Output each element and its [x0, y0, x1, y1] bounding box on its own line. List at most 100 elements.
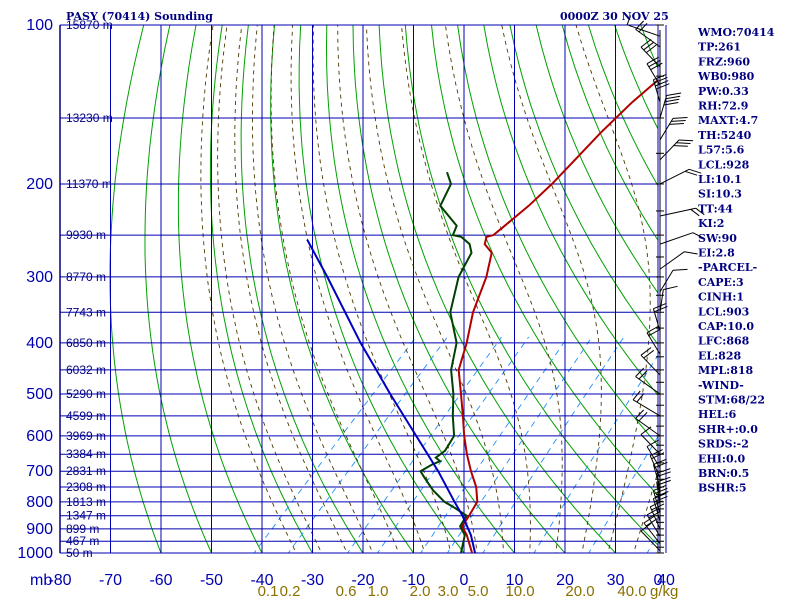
wind-barb-flag — [635, 367, 645, 377]
temperature-tick-label: 20 — [556, 572, 574, 589]
height-label: 467 m — [66, 534, 99, 548]
mixing-ratio-label: 1.0 — [368, 583, 389, 600]
pressure-tick-label: 700 — [26, 463, 53, 480]
mixing-ratio-line — [376, 336, 530, 553]
dry-adiabat — [561, 25, 658, 242]
pressure-tick-label: 400 — [26, 335, 53, 352]
series-layer — [306, 78, 658, 553]
wind-barb-staff — [659, 207, 696, 217]
wind-barb-staff — [659, 270, 674, 292]
wind-barb-staff — [640, 46, 661, 68]
mixing-ratio-label: 5.0 — [468, 583, 489, 600]
wind-barb-flag — [663, 285, 678, 291]
valid-time: 0000Z 30 NOV 25 — [560, 10, 669, 23]
height-label: 2831 m — [66, 464, 106, 478]
wind-barb-staff — [652, 498, 661, 522]
index-value: RH:72.9 — [698, 100, 748, 113]
index-value: TT:44 — [698, 202, 733, 215]
wind-barb-flag — [672, 268, 688, 271]
wind-barb-flag — [626, 15, 632, 25]
wind-barb-staff — [643, 522, 661, 544]
moist-adiabat — [200, 25, 297, 553]
pressure-tick-label: 1000 — [17, 545, 53, 562]
moist-adiabat — [501, 25, 602, 553]
mixing-ratio-label: 40.0 — [617, 583, 646, 600]
wind-barb-flag — [643, 41, 655, 51]
moist-adiabat — [312, 25, 452, 553]
wind-barb-flag — [690, 208, 700, 217]
height-label: 1347 m — [66, 509, 106, 523]
height-label: 5290 m — [66, 387, 106, 401]
height-label: 2308 m — [66, 480, 106, 494]
mixing-ratio-label: 0.2 — [280, 583, 301, 600]
wind-barb-staff — [632, 399, 661, 417]
wind-barb — [659, 251, 698, 270]
wind-barb-staff — [649, 455, 661, 478]
wind-barb-staff — [635, 376, 661, 395]
moist-adiabat — [234, 25, 348, 553]
index-value: TP:261 — [698, 41, 741, 54]
wind-barb-staff — [635, 28, 661, 48]
wind-barb — [649, 500, 665, 530]
chart-title: PASY (70414) Sounding — [66, 10, 213, 23]
wind-barb-flag — [656, 468, 671, 474]
wind-barb-staff — [626, 24, 661, 37]
wind-barb — [659, 92, 682, 119]
wind-barb-flag — [636, 392, 645, 403]
wind-barb-staff — [652, 464, 661, 488]
wind-barb — [640, 39, 661, 68]
pressure-tick-label: 500 — [26, 386, 53, 403]
mixing-ratio-label: 0.6 — [336, 583, 357, 600]
dry-adiabat — [298, 25, 465, 553]
wind-barb — [659, 232, 704, 245]
wind-barb-staff — [646, 332, 661, 355]
height-label: 50 m — [66, 546, 93, 560]
wind-barb-staff — [659, 118, 674, 141]
wind-barb-staff — [640, 434, 661, 455]
mixing-ratio-line — [482, 336, 625, 553]
wind-barb-flag — [638, 412, 648, 422]
wind-barb — [646, 56, 663, 86]
height-labels: 15870 m 13230 m 11370 m 9930 m 8770 m 7743 m 6… — [66, 18, 113, 560]
moist-adiabat — [575, 25, 651, 553]
wind-barb-staff — [635, 417, 661, 437]
temperature-tick-label: -30 — [301, 572, 324, 589]
mixing-ratio-line — [253, 336, 417, 553]
wind-barb-flag — [676, 142, 691, 144]
dry-adiabat — [457, 25, 658, 447]
dry-adiabat — [509, 25, 658, 346]
wind-barb-flag — [632, 390, 641, 401]
wind-barb-flag — [672, 117, 688, 119]
mixing-ratio-label: g/kg — [650, 583, 678, 600]
wind-barb — [640, 522, 661, 552]
dry-adiabat — [587, 25, 658, 187]
index-value: WMO:70414 — [697, 26, 775, 39]
moist-adiabat — [365, 25, 504, 553]
wind-barbs — [626, 15, 705, 554]
wind-barb-flag — [665, 95, 681, 100]
index-value: MAXT:4.7 — [698, 114, 758, 127]
wind-barb-flag — [671, 120, 686, 122]
wind-barb-flag — [649, 500, 663, 508]
wind-barb-flag — [655, 491, 669, 498]
pressure-tick-label: 800 — [26, 494, 53, 511]
wind-barb-staff — [659, 232, 694, 245]
moist-adiabat — [217, 25, 323, 553]
moist-adiabat — [401, 25, 531, 553]
wind-barb-flag — [648, 328, 661, 337]
wind-barb — [626, 15, 661, 37]
index-value: LCL:928 — [698, 158, 750, 171]
wind-barb-flag — [664, 98, 680, 103]
height-label: 15870 m — [66, 18, 113, 32]
wind-barb-flag — [666, 92, 682, 96]
index-value: CINH:1 — [698, 291, 744, 304]
temperature-tick-label: 30 — [607, 572, 625, 589]
wind-barb — [659, 207, 705, 217]
wind-barb-flag — [643, 349, 655, 359]
mixing-ratio-label: 2.0 — [410, 583, 431, 600]
index-value: EHI:0.0 — [698, 452, 745, 465]
height-label: 899 m — [66, 522, 99, 536]
wind-barb-flag — [673, 145, 688, 147]
temperature-tick-label: -10 — [402, 572, 425, 589]
